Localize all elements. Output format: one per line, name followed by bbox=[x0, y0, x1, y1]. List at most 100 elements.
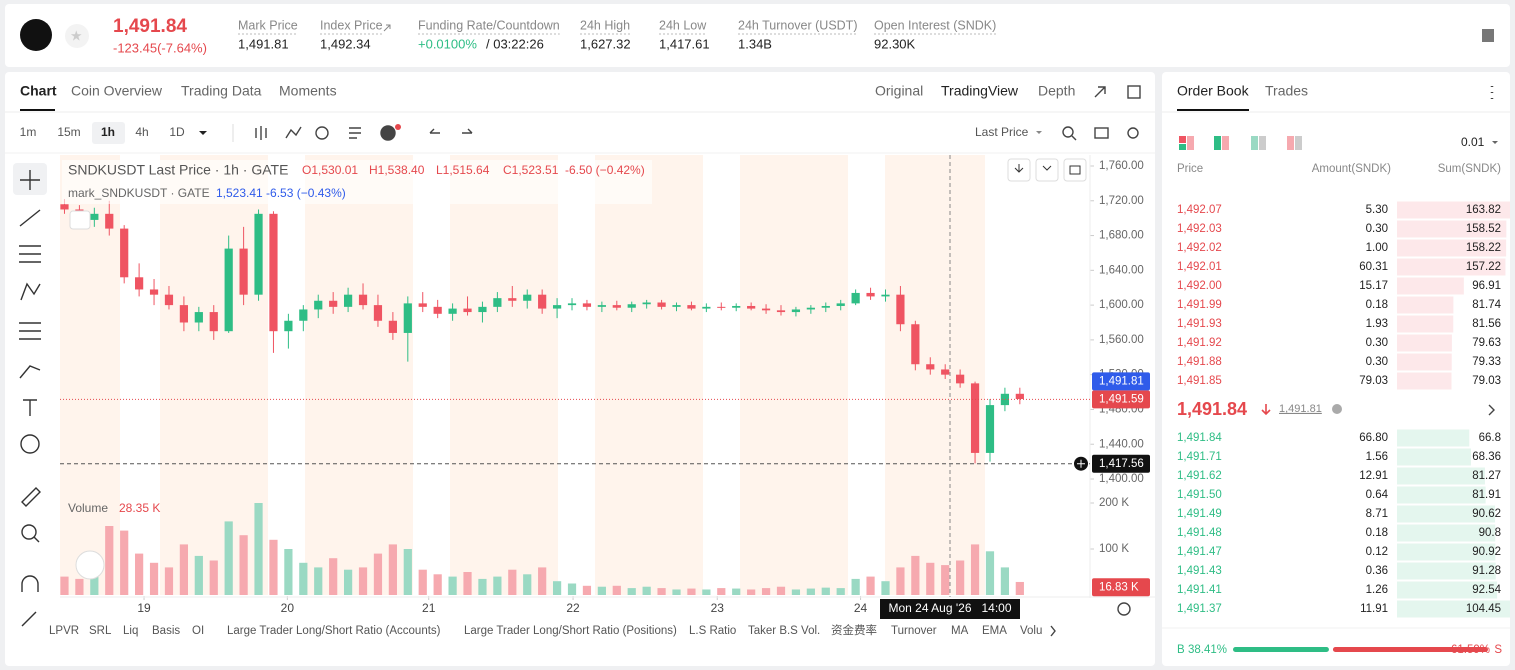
candle-body bbox=[343, 294, 353, 307]
buy-ratio: 38.41% bbox=[1188, 644, 1227, 656]
stat-value: 1,627.32 bbox=[580, 36, 631, 51]
interval[interactable]: 4h bbox=[135, 125, 148, 139]
chart-control[interactable] bbox=[1063, 158, 1087, 182]
ob-price[interactable]: 1,491.84 bbox=[1177, 432, 1222, 444]
sell-ratio-bar bbox=[1332, 647, 1488, 652]
ohlc-value: C1,523.51 bbox=[503, 163, 559, 177]
candle-body bbox=[806, 307, 815, 310]
ob-sum: 81.91 bbox=[1472, 489, 1501, 501]
volume-bar bbox=[896, 567, 905, 595]
tab[interactable]: Chart bbox=[20, 83, 57, 99]
drawing-tools[interactable] bbox=[13, 163, 47, 627]
candle-body bbox=[329, 300, 338, 307]
interval[interactable]: 1D bbox=[169, 125, 185, 139]
ob-price[interactable]: 1,491.92 bbox=[1177, 337, 1222, 349]
indicator[interactable]: Liq bbox=[123, 625, 138, 637]
indicator[interactable]: Large Trader Long/Short Ratio (Accounts) bbox=[227, 625, 441, 637]
last-price-tag-bg bbox=[1092, 390, 1150, 409]
ob-price[interactable]: 1,491.88 bbox=[1177, 356, 1222, 368]
col-header: Sum(SNDK) bbox=[1438, 163, 1501, 175]
stat-value: 1.34B bbox=[738, 36, 772, 51]
ob-price[interactable]: 1,491.43 bbox=[1177, 565, 1222, 577]
ob-price[interactable]: 1,491.93 bbox=[1177, 318, 1222, 330]
depth-bar bbox=[1397, 296, 1454, 314]
indicator[interactable]: EMA bbox=[982, 625, 1007, 637]
volume-bar bbox=[552, 581, 562, 595]
tab[interactable]: Coin Overview bbox=[71, 83, 163, 99]
candle-body bbox=[612, 305, 621, 308]
indicator[interactable]: MA bbox=[951, 625, 969, 637]
crosshair-price-tag-bg bbox=[1092, 454, 1150, 473]
collapse-button[interactable] bbox=[69, 210, 91, 230]
crosshair-price-tag: 1,417.56 bbox=[1099, 458, 1144, 470]
stat-label: Index Price bbox=[320, 18, 383, 32]
candle-body bbox=[388, 320, 397, 333]
ob-price[interactable]: 1,491.50 bbox=[1177, 489, 1222, 501]
volume-bar bbox=[523, 574, 532, 595]
indicator[interactable]: Large Trader Long/Short Ratio (Positions… bbox=[464, 625, 677, 637]
ob-price[interactable]: 1,491.48 bbox=[1177, 527, 1222, 539]
view-tab[interactable]: Depth bbox=[1038, 83, 1075, 99]
stat-label: Mark Price bbox=[238, 18, 298, 32]
candle-body bbox=[732, 305, 741, 308]
ob-price[interactable]: 1,491.37 bbox=[1177, 603, 1222, 615]
view-tab[interactable]: TradingView bbox=[941, 83, 1019, 99]
ob-price[interactable]: 1,491.49 bbox=[1177, 508, 1222, 520]
candle-body bbox=[60, 204, 69, 210]
volume-bar bbox=[343, 569, 353, 595]
indicator[interactable]: Turnover bbox=[891, 625, 937, 637]
volume-bar bbox=[299, 562, 308, 595]
ob-price[interactable]: 1,491.62 bbox=[1177, 470, 1222, 482]
note-icon[interactable] bbox=[1482, 29, 1494, 42]
ob-amount: 0.30 bbox=[1366, 356, 1388, 368]
ob-sum: 68.36 bbox=[1472, 451, 1501, 463]
precision[interactable]: 0.01 bbox=[1461, 135, 1485, 149]
indicator[interactable]: Basis bbox=[152, 625, 180, 637]
orderbook-layout-icons[interactable] bbox=[1179, 136, 1302, 150]
ob-price[interactable]: 1,491.41 bbox=[1177, 584, 1222, 596]
candle-body bbox=[463, 308, 472, 313]
candle-body bbox=[194, 312, 203, 323]
interval[interactable]: 15m bbox=[57, 125, 80, 139]
ob-price[interactable]: 1,491.85 bbox=[1177, 375, 1222, 387]
price-source[interactable]: Last Price bbox=[975, 125, 1029, 139]
candle-body bbox=[358, 294, 368, 306]
indicator[interactable]: 资金费率 bbox=[831, 623, 877, 637]
favorite-button[interactable] bbox=[65, 24, 89, 48]
candle-body bbox=[896, 294, 905, 325]
ob-price[interactable]: 1,492.03 bbox=[1177, 223, 1222, 235]
ob-tab[interactable]: Trades bbox=[1265, 83, 1308, 99]
view-tab[interactable]: Original bbox=[875, 83, 923, 99]
interval[interactable]: 1h bbox=[101, 125, 115, 139]
indicator[interactable]: Volu bbox=[1020, 625, 1042, 637]
indicator[interactable]: Taker B.S Vol. bbox=[748, 625, 820, 637]
down-arrow bbox=[1261, 404, 1271, 416]
ob-price[interactable]: 1,492.02 bbox=[1177, 242, 1222, 254]
indicator[interactable]: SRL bbox=[89, 625, 112, 637]
ob-price[interactable]: 1,492.07 bbox=[1177, 204, 1222, 216]
ohlc-value: -6.50 (−0.42%) bbox=[565, 163, 645, 177]
ob-price[interactable]: 1,492.01 bbox=[1177, 261, 1222, 273]
indicator[interactable]: OI bbox=[192, 625, 204, 637]
chart-control-icon bbox=[1014, 164, 1024, 173]
ob-amount: 15.17 bbox=[1359, 280, 1388, 292]
ob-price[interactable]: 1,491.47 bbox=[1177, 546, 1222, 558]
indicator[interactable]: LPVR bbox=[49, 625, 79, 637]
tab[interactable]: Trading Data bbox=[181, 83, 262, 99]
ob-price[interactable]: 1,491.99 bbox=[1177, 299, 1222, 311]
mid-mark: 1,491.81 bbox=[1279, 403, 1322, 415]
ob-sum: 81.74 bbox=[1472, 299, 1501, 311]
depth-bar bbox=[1397, 220, 1507, 238]
toolbar-icons[interactable] bbox=[255, 85, 1495, 637]
ob-price[interactable]: 1,492.00 bbox=[1177, 280, 1222, 292]
ob-price[interactable]: 1,491.71 bbox=[1177, 451, 1222, 463]
y-tick-label: 1,680.00 bbox=[1099, 230, 1144, 242]
interval[interactable]: 1m bbox=[20, 125, 37, 139]
volume-bar bbox=[567, 583, 577, 595]
indicator[interactable]: L.S Ratio bbox=[689, 625, 736, 637]
volume-bar bbox=[851, 578, 860, 595]
ob-tab[interactable]: Order Book bbox=[1177, 83, 1250, 99]
volume-tick-label: 100 K bbox=[1099, 543, 1129, 555]
ob-sum: 104.45 bbox=[1466, 603, 1501, 615]
tab[interactable]: Moments bbox=[279, 83, 337, 99]
